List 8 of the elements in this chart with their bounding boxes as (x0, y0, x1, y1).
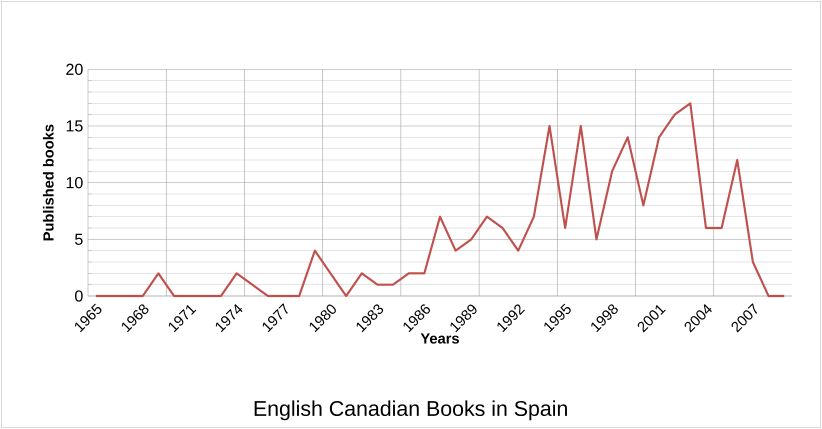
y-axis-title: Published books (42, 124, 54, 240)
text: English Canadian Books in Spain (254, 400, 567, 420)
y-tick-label: 20 (66, 64, 83, 75)
y-tick-label: 15 (66, 120, 83, 132)
x-axis-title: Years (420, 333, 459, 344)
y-tick-label: 10 (66, 177, 83, 188)
y-tick-label: 0 (75, 290, 83, 302)
y-tick-label: 5 (75, 234, 83, 245)
